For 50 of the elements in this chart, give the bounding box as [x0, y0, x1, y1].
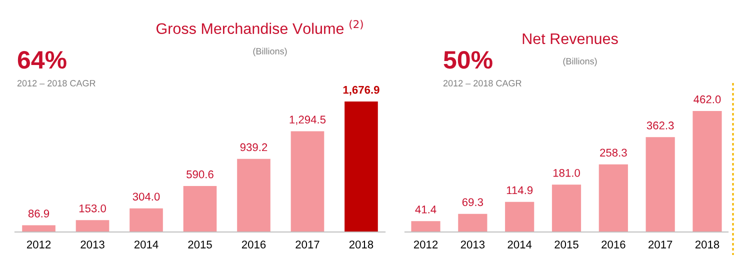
data-label: 462.0 [694, 95, 721, 104]
bar [505, 202, 534, 232]
x-tick-label: 2012 [414, 240, 438, 248]
data-label: 1,676.9 [343, 86, 380, 96]
chart-subtitle: (Billions) [253, 48, 287, 56]
x-tick-label: 2012 [26, 240, 51, 248]
x-tick-label: 2013 [80, 240, 104, 248]
data-label: 1,294.5 [290, 116, 326, 125]
x-tick-label: 2017 [296, 240, 320, 248]
data-label: 86.9 [28, 210, 50, 218]
chart-subtitle: (Billions) [563, 58, 597, 66]
bar [290, 131, 324, 232]
data-label: 362.3 [646, 122, 674, 130]
bar [22, 225, 56, 232]
x-tick-label: 2014 [134, 240, 158, 248]
bar [411, 221, 440, 232]
data-label: 939.2 [240, 143, 268, 152]
bar [552, 184, 582, 232]
data-label: 41.4 [415, 206, 436, 214]
bar [183, 186, 217, 232]
bar [344, 102, 378, 232]
x-tick-label: 2013 [460, 240, 485, 248]
x-tick-label: 2014 [508, 240, 532, 248]
bar [237, 158, 270, 232]
data-label: 69.3 [462, 198, 483, 206]
x-tick-label: 2018 [695, 240, 720, 248]
bar [458, 214, 488, 232]
data-label: 590.6 [186, 170, 214, 178]
bar [76, 220, 110, 232]
data-label: 181.0 [553, 168, 580, 177]
bar [692, 111, 722, 232]
text: 2012 – 2018 CAGR [443, 80, 522, 86]
data-label: 304.0 [132, 192, 160, 201]
data-label: 258.3 [600, 148, 627, 157]
bar [646, 137, 675, 232]
x-tick-label: 2016 [602, 240, 626, 248]
chart-title: Net Revenues [522, 33, 618, 44]
x-tick-label: 2017 [648, 240, 672, 248]
x-tick-label: 2015 [188, 240, 212, 248]
data-label: 114.9 [506, 186, 533, 194]
chart-title: Gross Merchandise Volume $^{(2)}$ [156, 20, 363, 34]
x-tick-label: 2016 [242, 240, 266, 248]
text: 2012 – 2018 CAGR [17, 80, 96, 86]
bar [130, 208, 163, 232]
text: 50% [444, 51, 492, 69]
bar [598, 164, 628, 232]
data-label: 153.0 [79, 204, 106, 212]
text: 64% [18, 51, 66, 69]
x-tick-label: 2018 [349, 240, 374, 248]
x-tick-label: 2015 [554, 240, 578, 248]
